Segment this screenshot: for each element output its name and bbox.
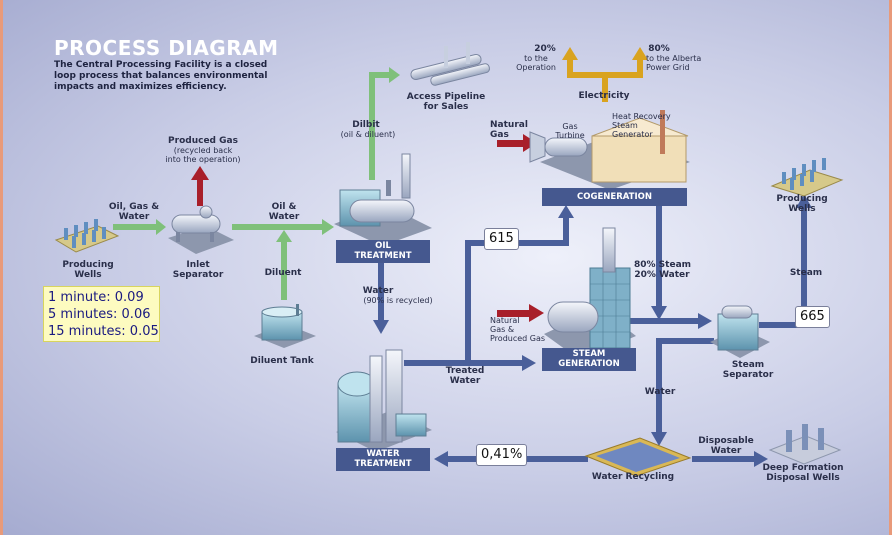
label-disposable-water: Disposable Water — [698, 436, 754, 456]
label-natural-gas-top: Natural Gas — [490, 120, 528, 140]
arrow-steam-up — [801, 206, 807, 328]
arrow-disposable-water — [692, 456, 756, 462]
arrow-water-to-recycling — [656, 338, 662, 434]
water-treatment-illustration — [336, 349, 432, 452]
access-pipeline-illustration — [410, 42, 490, 86]
label-water-down-sub: (90% is recycled) — [363, 296, 433, 305]
label-inlet-separator: Inlet Separator — [172, 260, 224, 280]
red-flows — [191, 134, 544, 322]
diluent-tank-illustration — [254, 304, 316, 348]
badge-041-percent: 0,41% — [476, 444, 528, 466]
steam-generation-illustration — [544, 227, 636, 360]
arrow-natural-gas-steam — [497, 310, 531, 317]
label-steam-water-ratio: 80% Steam 20% Water — [634, 260, 692, 280]
water-recycling-illustration — [584, 437, 692, 477]
label-hrsg: Heat Recovery Steam Generator — [612, 112, 671, 139]
badge-615: 615 — [484, 228, 519, 250]
arrow-separator-to-oil-treatment — [232, 224, 324, 230]
steam-separator-illustration — [710, 305, 770, 358]
load-5min: 5 minutes: 0.06 — [48, 307, 151, 322]
badge-665: 665 — [795, 306, 830, 328]
label-water-down: Water — [362, 286, 394, 296]
label-producing-wells-left: Producing Wells — [62, 260, 114, 280]
label-electricity: Electricity — [578, 91, 630, 101]
producing-wells-left-illustration — [54, 219, 120, 253]
producing-wells-right-illustration — [770, 158, 844, 197]
arrow-water-down — [378, 262, 384, 322]
label-diluent-tank: Diluent Tank — [250, 356, 314, 366]
label-access-pipeline: Access Pipeline for Sales — [406, 92, 486, 112]
label-gas-turbine: Gas Turbine — [555, 122, 585, 140]
arrow-steam-down — [656, 206, 662, 308]
arrow-treated-water — [404, 360, 524, 366]
label-water-right: Water — [644, 387, 676, 397]
label-pct20-sub: to the Operation — [516, 54, 556, 72]
label-treated-water: Treated Water — [445, 366, 485, 386]
arrow-dilbit-up — [369, 78, 375, 180]
arrow-diluent-up — [281, 240, 287, 300]
label-pct20: 20% — [534, 44, 556, 54]
arrow-produced-gas-up — [197, 178, 203, 206]
label-water-recycling: Water Recycling — [591, 472, 675, 482]
label-natural-gas-produced: Natural Gas & Produced Gas — [490, 316, 546, 343]
label-oil-water: Oil & Water — [268, 202, 300, 222]
electricity-flows — [562, 47, 648, 102]
label-produced-gas: Produced Gas — [168, 136, 238, 146]
oil-treatment-illustration — [334, 153, 432, 246]
label-dilbit-sub: (oil & diluent) — [340, 130, 396, 139]
load-15min: 15 minutes: 0.05 — [48, 324, 159, 339]
deep-formation-illustration — [768, 424, 842, 465]
label-pct80: 80% — [648, 44, 670, 54]
label-steam-up: Steam — [789, 268, 823, 278]
load-average-overlay: 1 minute: 0.09 5 minutes: 0.06 15 minute… — [43, 286, 160, 342]
cogeneration-illustration — [529, 110, 690, 190]
stage-cogeneration: COGENERATION — [542, 188, 687, 206]
inlet-separator-illustration — [168, 205, 234, 254]
label-diluent: Diluent — [264, 268, 302, 278]
arrow-natural-gas-top — [497, 140, 525, 147]
green-flows — [113, 67, 400, 300]
label-deep-formation: Deep Formation Disposal Wells — [762, 463, 844, 483]
stage-steam-generation: STEAM GENERATION — [542, 348, 636, 371]
label-producing-wells-right: Producing Wells — [776, 194, 828, 214]
load-1min: 1 minute: 0.09 — [48, 290, 144, 305]
stage-water-treatment: WATER TREATMENT — [336, 448, 430, 471]
stage-oil-treatment: OIL TREATMENT — [336, 240, 430, 263]
diagram-title: PROCESS DIAGRAM — [54, 36, 279, 60]
label-pct80-sub: to the Alberta Power Grid — [646, 54, 702, 72]
label-steam-separator: Steam Separator — [722, 360, 774, 380]
label-oil-gas-water-1: Oil, Gas & Water — [108, 202, 160, 222]
arrow-wells-to-separator — [113, 224, 158, 230]
label-dilbit: Dilbit — [352, 120, 380, 130]
label-produced-gas-sub: (recycled back into the operation) — [165, 146, 241, 164]
diagram-intro: The Central Processing Facility is a clo… — [54, 60, 268, 92]
